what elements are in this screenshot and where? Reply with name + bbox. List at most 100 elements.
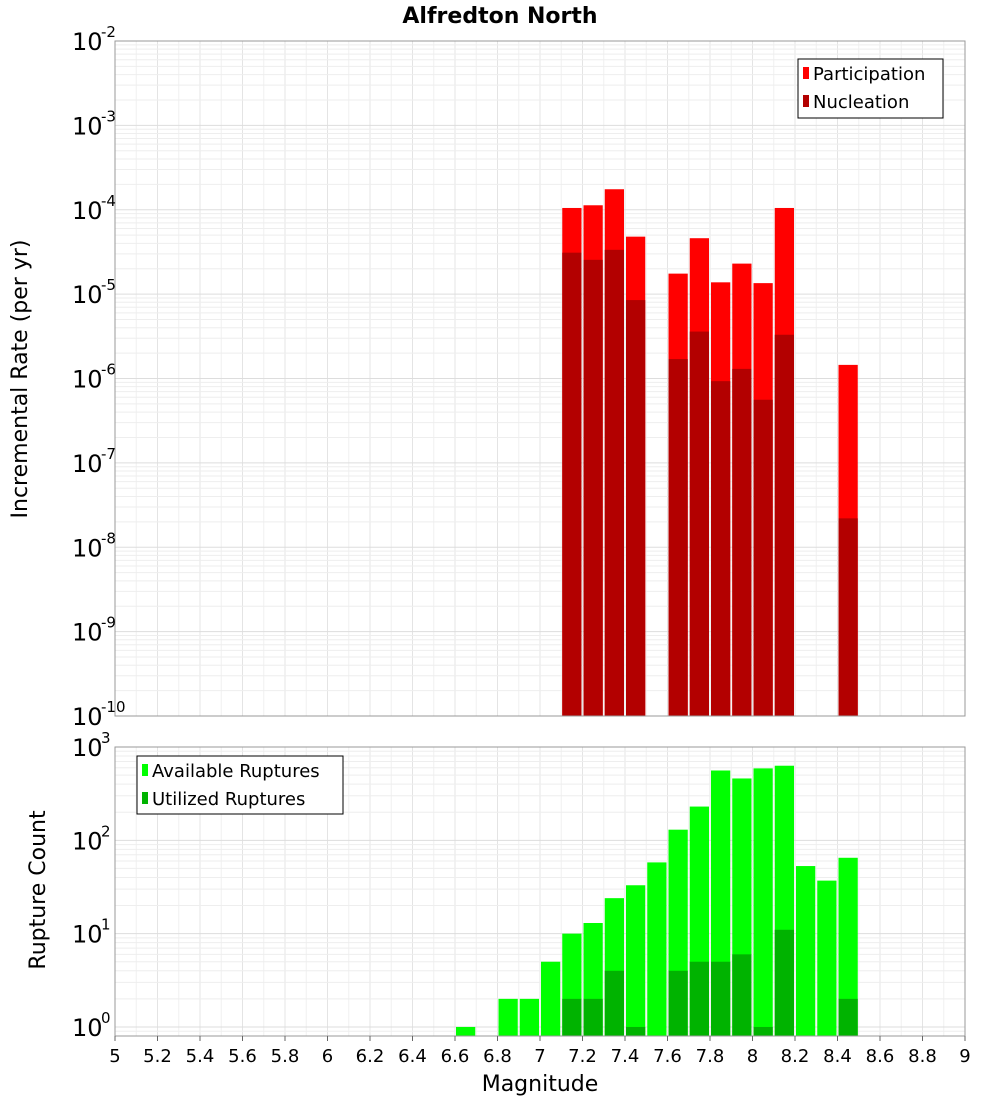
y-tick-exponent: 1 xyxy=(101,916,111,934)
y-tick-label: 10 xyxy=(72,366,103,394)
top-legend: Participation Nucleation xyxy=(797,58,944,119)
y-tick-label: 10 xyxy=(72,734,103,762)
x-tick-label: 5 xyxy=(109,1046,120,1067)
x-tick-label: 6.8 xyxy=(483,1046,512,1067)
y-tick-exponent: 2 xyxy=(101,822,111,840)
y-tick-label: 10 xyxy=(72,281,103,309)
bar-nucleation xyxy=(583,259,603,716)
y-tick-label: 10 xyxy=(72,703,103,731)
y-tick-label: 10 xyxy=(72,619,103,647)
y-tick-label: 10 xyxy=(72,1014,103,1042)
top-y-axis-label: Incremental Rate (per yr) xyxy=(8,240,33,519)
bar-available-ruptures xyxy=(519,998,539,1036)
bar-nucleation xyxy=(732,368,752,716)
x-tick-label: 6.2 xyxy=(356,1046,385,1067)
y-tick-exponent: -4 xyxy=(101,192,116,210)
bar-available-ruptures xyxy=(498,998,518,1036)
bottom-bars xyxy=(456,765,858,1036)
bar-nucleation xyxy=(626,300,646,716)
x-tick-label: 8.8 xyxy=(908,1046,937,1067)
bar-nucleation xyxy=(604,249,624,716)
x-tick-label: 7.2 xyxy=(568,1046,597,1067)
legend-label: Available Ruptures xyxy=(152,761,320,782)
bottom-legend: Available Ruptures Utilized Ruptures xyxy=(136,755,344,815)
top-bars xyxy=(562,189,858,717)
x-tick-label: 7 xyxy=(534,1046,545,1067)
x-tick-label: 6 xyxy=(322,1046,333,1067)
y-tick-label: 10 xyxy=(72,197,103,225)
bar-utilized-ruptures xyxy=(711,961,731,1036)
legend-label: Participation xyxy=(813,64,925,85)
y-tick-exponent: -6 xyxy=(101,361,116,379)
y-tick-exponent: -2 xyxy=(101,23,116,41)
y-tick-exponent: 0 xyxy=(101,1009,111,1027)
bar-utilized-ruptures xyxy=(604,970,624,1036)
bar-available-ruptures xyxy=(626,885,646,1036)
y-tick-exponent: -7 xyxy=(101,445,116,463)
x-tick-label: 5.2 xyxy=(143,1046,172,1067)
bar-available-ruptures xyxy=(838,857,858,1036)
legend-swatch xyxy=(142,792,148,804)
bar-utilized-ruptures xyxy=(753,1026,773,1036)
bar-available-ruptures xyxy=(796,866,816,1036)
bar-nucleation xyxy=(774,334,794,716)
bar-available-ruptures xyxy=(817,880,837,1036)
bar-available-ruptures xyxy=(456,1026,476,1036)
y-tick-label: 10 xyxy=(72,450,103,478)
bar-nucleation xyxy=(838,518,858,716)
legend-label: Utilized Ruptures xyxy=(152,789,305,810)
y-tick-exponent: -10 xyxy=(101,698,126,716)
x-tick-label: 7.6 xyxy=(653,1046,682,1067)
bar-available-ruptures xyxy=(541,961,561,1036)
bar-nucleation xyxy=(753,399,773,716)
bar-utilized-ruptures xyxy=(838,998,858,1036)
x-tick-label: 5.4 xyxy=(186,1046,215,1067)
x-tick-label: 5.8 xyxy=(271,1046,300,1067)
bar-utilized-ruptures xyxy=(689,961,709,1036)
bar-nucleation xyxy=(711,381,731,716)
y-tick-exponent: -3 xyxy=(101,107,116,125)
x-tick-label: 7.8 xyxy=(696,1046,725,1067)
bar-utilized-ruptures xyxy=(583,998,603,1036)
y-tick-exponent: -9 xyxy=(101,614,116,632)
bar-available-ruptures xyxy=(753,768,773,1036)
bar-utilized-ruptures xyxy=(668,970,688,1036)
y-tick-label: 10 xyxy=(72,112,103,140)
bar-utilized-ruptures xyxy=(626,1026,646,1036)
y-tick-exponent: -5 xyxy=(101,276,116,294)
top-plot-frame xyxy=(114,40,966,717)
y-tick-exponent: 3 xyxy=(101,729,111,747)
legend-box xyxy=(136,755,344,815)
y-tick-exponent: -8 xyxy=(101,529,116,547)
top-gridlines xyxy=(114,40,966,717)
x-tick-label: 8.4 xyxy=(823,1046,852,1067)
x-tick-label: 8.6 xyxy=(866,1046,895,1067)
x-tick-label: 5.6 xyxy=(228,1046,257,1067)
x-tick-label: 8.2 xyxy=(781,1046,810,1067)
bottom-y-axis-label: Rupture Count xyxy=(26,810,51,970)
x-tick-label: 6.6 xyxy=(441,1046,470,1067)
x-tick-label: 7.4 xyxy=(611,1046,640,1067)
x-tick-label: 8 xyxy=(747,1046,758,1067)
y-tick-label: 10 xyxy=(72,827,103,855)
top-y-ticks: 10-210-310-410-510-610-710-810-910-10 xyxy=(72,23,126,731)
legend-swatch xyxy=(142,764,148,776)
chart-title: Alfredton North xyxy=(402,4,597,29)
x-tick-label: 9 xyxy=(959,1046,970,1067)
legend-swatch xyxy=(803,95,809,107)
legend-box xyxy=(797,58,944,119)
bar-utilized-ruptures xyxy=(732,954,752,1036)
x-axis-label: Magnitude xyxy=(482,1072,599,1097)
y-tick-label: 10 xyxy=(72,921,103,949)
bar-nucleation xyxy=(562,252,582,716)
top-chart: 10-210-310-410-510-610-710-810-910-10 Pa… xyxy=(72,23,966,731)
bar-available-ruptures xyxy=(647,862,667,1036)
bar-nucleation xyxy=(689,331,709,716)
x-ticks: 5 5.2 5.4 5.6 5.8 6 6.2 6.4 6.6 6.8 7 7.2 7.4 7.6 7.8 8… xyxy=(109,1036,971,1067)
legend-swatch xyxy=(803,67,809,79)
x-tick-label: 6.4 xyxy=(398,1046,427,1067)
bar-utilized-ruptures xyxy=(562,998,582,1036)
